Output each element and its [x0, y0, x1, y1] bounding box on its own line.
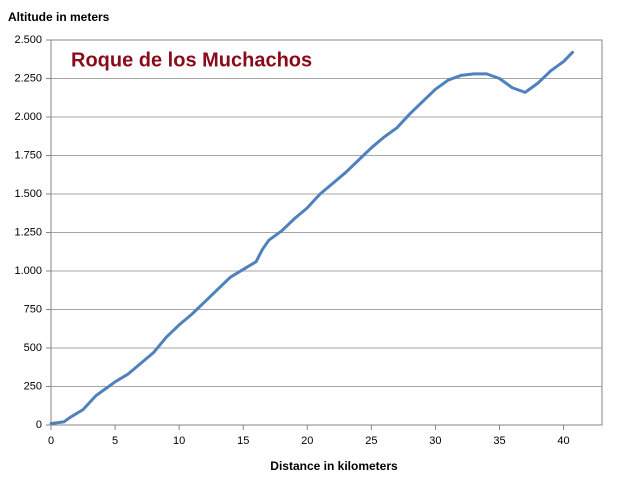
line — [49, 50, 575, 425]
y-tick-label: 2.000 — [14, 111, 42, 123]
x-tick-label: 5 — [112, 435, 118, 447]
x-axis-label: Distance in kilometers — [270, 459, 398, 473]
y-axis-label: Altitude in meters — [8, 10, 110, 24]
y-tick-label: 750 — [24, 303, 42, 315]
chart-title: Roque de los Muchachos — [71, 49, 312, 71]
x-tick-label: 15 — [237, 435, 249, 447]
x-tick-label: 40 — [557, 435, 569, 447]
y-tick-label: 1.250 — [14, 226, 42, 238]
y-tick-label: 1.000 — [14, 265, 42, 277]
y-tick-label: 2.250 — [14, 72, 42, 84]
x-tick-label: 35 — [493, 435, 505, 447]
y-tick-label: 250 — [24, 380, 42, 392]
y-tick-label: 500 — [24, 342, 42, 354]
y-tick-label: 1.750 — [14, 149, 42, 161]
x-tick-label: 0 — [48, 435, 54, 447]
plot-border — [50, 39, 603, 426]
y-tick-label: 1.500 — [14, 188, 42, 200]
x-tick-label: 25 — [365, 435, 377, 447]
y-tick-label: 0 — [36, 419, 42, 431]
x-tick-label: 30 — [429, 435, 441, 447]
x-tick-label: 20 — [301, 435, 313, 447]
y-tick-label: 2.500 — [14, 34, 42, 46]
x-tick-label: 10 — [173, 435, 185, 447]
